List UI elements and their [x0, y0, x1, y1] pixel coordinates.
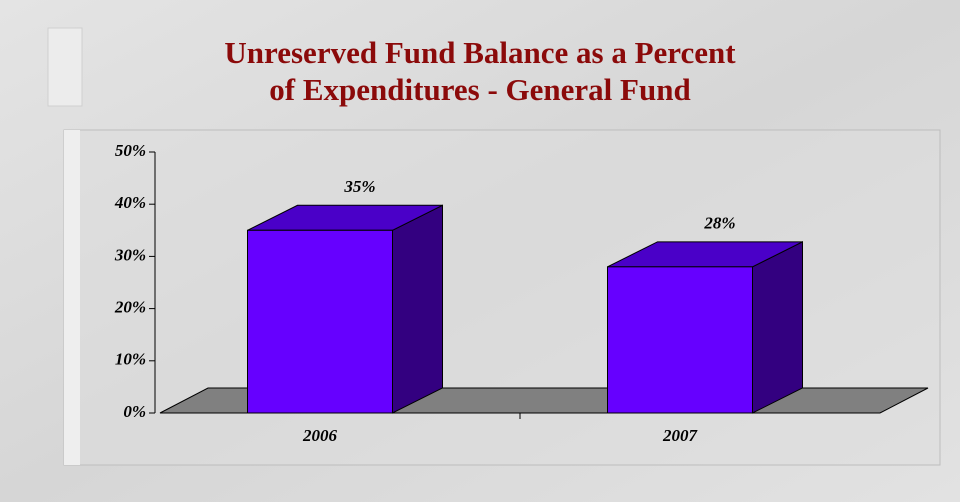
chart-title: Unreserved Fund Balance as a Percent: [224, 35, 736, 70]
chart-title: of Expenditures - General Fund: [269, 72, 690, 107]
bar: [607, 266, 753, 414]
bar-side: [392, 204, 443, 414]
data-label: 28%: [703, 214, 735, 233]
y-tick-label: 30%: [114, 245, 146, 264]
bar-side: [752, 241, 803, 414]
data-label: 35%: [343, 177, 375, 196]
plot-edge: [64, 130, 80, 465]
x-tick-label: 2006: [302, 426, 338, 445]
y-tick-label: 50%: [115, 141, 146, 160]
y-tick-label: 20%: [114, 298, 146, 317]
x-tick-label: 2007: [662, 426, 699, 445]
corner-panel: [47, 27, 83, 107]
y-tick-label: 40%: [114, 193, 146, 212]
bar: [247, 229, 393, 414]
plot-area: [63, 129, 941, 466]
y-tick-label: 10%: [115, 350, 146, 369]
y-tick-label: 0%: [123, 402, 146, 421]
